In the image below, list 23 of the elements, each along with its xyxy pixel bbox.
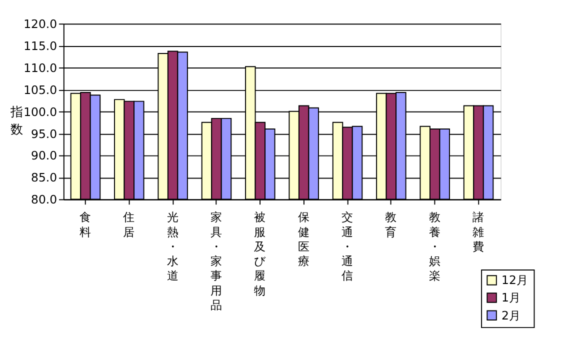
y-tick-label: 120.0 [24, 16, 58, 31]
x-tick-label: 家具・家事用品 [210, 210, 222, 312]
legend-label: 1月 [502, 290, 521, 305]
y-tick-label: 95.0 [31, 126, 58, 141]
x-tick-label: 保健医療 [298, 210, 310, 268]
legend-label: 2月 [502, 308, 521, 322]
x-tick-label: 教育 [385, 210, 398, 239]
legend-label: 12月 [502, 273, 528, 288]
y-tick-label: 115.0 [24, 38, 58, 53]
x-tick-label: 被服及び履物 [254, 210, 268, 298]
y-tick-label: 110.0 [24, 60, 58, 75]
x-tick-label: 光熱・水道 [166, 210, 179, 283]
x-tick-label: 教養・娯楽 [428, 210, 441, 283]
y-tick-label: 105.0 [24, 82, 58, 97]
x-tick-label: 交通・通信 [342, 210, 354, 283]
y-tick-label: 100.0 [24, 104, 58, 119]
y-axis-title: 指数 [10, 104, 24, 136]
x-tick-label: 諸雑費 [472, 210, 485, 254]
y-tick-label: 90.0 [31, 148, 58, 163]
x-tick-label: 食料 [79, 210, 92, 239]
x-tick-label: 住居 [122, 210, 136, 239]
y-tick-label: 85.0 [31, 170, 58, 185]
y-tick-label: 80.0 [31, 192, 58, 207]
